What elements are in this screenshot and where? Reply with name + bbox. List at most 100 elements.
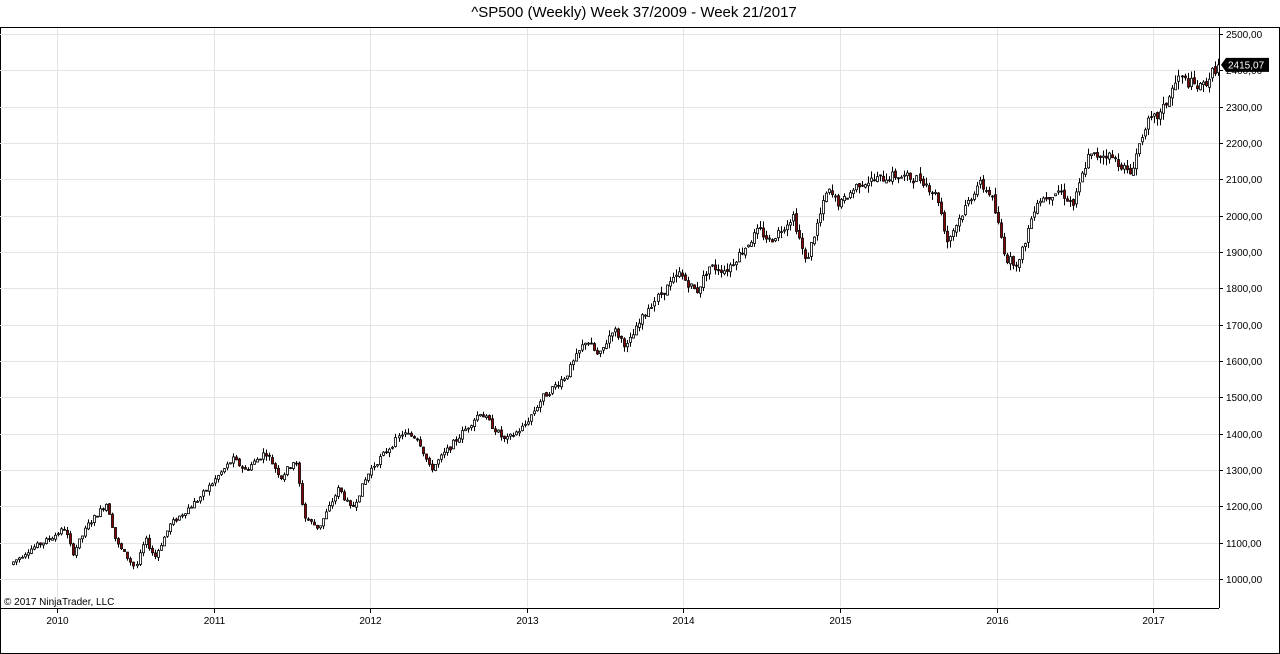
candle [1036,199,1039,215]
candle [1111,150,1114,159]
candle [434,463,437,472]
candle-body [687,280,690,288]
candle [48,535,51,543]
candle-body [364,479,367,485]
candle [554,381,557,390]
candle [611,332,614,342]
candle [985,186,988,194]
candle-body [837,195,840,207]
candle-body [1153,113,1156,117]
candle-body [925,183,928,186]
candle [413,435,416,439]
candle [467,427,470,433]
candle-body [1208,78,1211,88]
candle-body [560,379,563,388]
candle [479,413,482,417]
candle [328,501,331,512]
candle [762,221,765,241]
candle-body [681,272,684,277]
candle [635,322,638,336]
candle-body [1078,182,1081,193]
candle [831,184,834,198]
candle-body [1087,154,1090,169]
candle-body [979,180,982,185]
candle [401,431,404,440]
candle-body [401,434,404,437]
candle [515,430,518,436]
candles [12,58,1220,570]
candle [903,170,906,181]
candle [21,555,24,559]
candle-body [919,173,922,182]
y-tick-label: 2500,00 [1226,30,1263,41]
candle-body [27,552,30,556]
candle-body [708,266,711,275]
candle-body [181,514,184,517]
candle [780,226,783,239]
candle-body [867,182,870,187]
candle [410,431,413,437]
candle [1057,185,1060,195]
candle-body [99,508,102,517]
candle-body [593,343,596,351]
candle [214,475,217,487]
candle [1015,261,1018,272]
candle-body [129,558,132,563]
candle [265,449,268,461]
candle-body [629,336,632,343]
candle-body [982,179,985,190]
candle-body [915,175,918,182]
candle [548,392,551,398]
candle-body [879,174,882,177]
candle [12,561,15,566]
candle-body [762,227,765,238]
candle-body [590,342,593,345]
candle-body [1093,152,1096,155]
candle [398,433,401,442]
candle-body [1006,254,1009,263]
candle [193,497,196,509]
candle-body [494,428,497,433]
candle-body [391,446,394,449]
candle-body [542,393,545,402]
candle [970,197,973,205]
candle-body [458,437,461,443]
candle-body [1099,155,1102,158]
candle [190,505,193,509]
candle-body [934,191,937,194]
candle-body [15,559,18,563]
candle [349,499,352,509]
candle-body [1193,77,1196,85]
candle [623,337,626,352]
candle-body [635,325,638,336]
candle-body [726,269,729,272]
y-axis: 2500,002400,002300,002200,002100,002000,… [1219,30,1263,586]
candle [949,235,952,248]
candle [367,473,370,483]
candle-body [455,439,458,442]
candle [485,414,488,420]
candle-body [1114,157,1117,160]
candle-body [105,503,108,511]
candle [1162,96,1165,120]
candle-body [1021,246,1024,260]
candle-body [581,344,584,351]
candle-body [388,448,391,454]
candle-body [123,549,126,552]
candle [632,328,635,339]
candle [759,220,762,231]
candle-body [1171,87,1174,99]
candle [1211,67,1214,82]
candle-body [1184,75,1187,79]
candle [1102,150,1105,165]
candle-body [151,547,154,554]
candle-body [66,529,69,535]
y-tick-label: 1700,00 [1226,321,1263,332]
candle [346,497,349,503]
candle-body [906,172,909,177]
candle [476,411,479,422]
candle [813,236,816,246]
candle-body [922,178,925,186]
candle-body [952,230,955,237]
candle [1027,224,1030,248]
